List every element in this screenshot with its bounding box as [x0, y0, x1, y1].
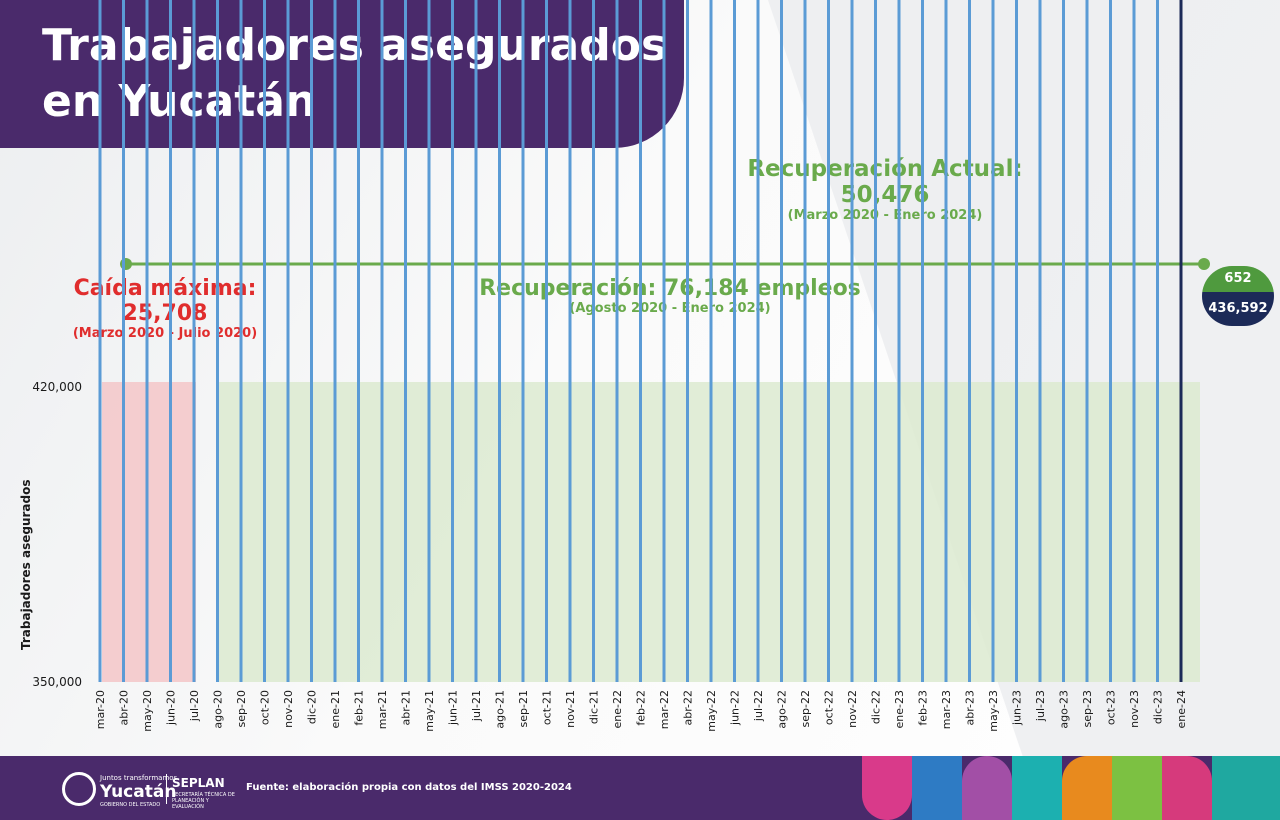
x-tick-label: mar-23: [940, 690, 953, 729]
x-tick-label: dic-23: [1152, 690, 1165, 724]
x-tick-label: ago-21: [494, 690, 507, 729]
max-drop-period: (Marzo 2020 - Julio 2020): [72, 326, 258, 341]
recovery-period: (Agosto 2020 - Enero 2024): [569, 301, 771, 316]
x-tick-label: jul-21: [470, 690, 483, 722]
x-tick-label: abr-21: [400, 690, 413, 726]
recovery-span-start-dot: [120, 258, 132, 270]
x-tick-label: feb-23: [917, 690, 930, 726]
x-tick-label: jun-21: [447, 690, 460, 726]
x-tick-label: ago-20: [212, 690, 225, 729]
max-drop-title: Caída máxima: 25,708: [73, 276, 257, 326]
x-tick-label: sep-21: [517, 690, 530, 727]
x-tick-label: sep-23: [1081, 690, 1094, 727]
max-drop-heading: Caída máxima: 25,708 (Marzo 2020 - Julio…: [30, 276, 300, 341]
x-tick-label: may-20: [141, 690, 154, 732]
x-tick-label: ene-22: [611, 690, 624, 728]
x-tick-label: may-21: [423, 690, 436, 732]
recovery-span-end-dot: [1198, 258, 1210, 270]
x-tick-label: sep-20: [235, 690, 248, 727]
x-tick-label: jun-22: [729, 690, 742, 726]
logo-subtitle: GOBIERNO DEL ESTADO: [100, 802, 161, 808]
agency-name: SEPLAN: [172, 776, 225, 790]
x-tick-label: ago-22: [776, 690, 789, 729]
x-tick-label: ene-21: [329, 690, 342, 728]
x-tick-label: sep-22: [799, 690, 812, 727]
max-drop-zone: [102, 382, 196, 682]
x-tick-label: may-22: [705, 690, 718, 732]
x-tick-label: nov-21: [564, 690, 577, 728]
latest-value-callout: 652 436,592: [1202, 266, 1274, 326]
yucatan-logo-icon: [62, 772, 96, 806]
current-recovery-heading: Recuperación Actual: 50,476 (Marzo 2020 …: [700, 156, 1070, 223]
recovery-title: Recuperación: 76,184 empleos: [479, 276, 861, 301]
x-tick-label: jul-23: [1034, 690, 1047, 722]
x-tick-label: dic-22: [870, 690, 883, 724]
x-tick-label: ago-23: [1058, 690, 1071, 729]
lollipop-chart: 350,000360,000370,000380,000390,000400,0…: [32, 0, 1210, 732]
x-tick-label: jul-20: [188, 690, 201, 722]
x-tick-label: nov-22: [846, 690, 859, 728]
source-note: Fuente: elaboración propia con datos del…: [246, 782, 572, 793]
x-tick-label: may-23: [987, 690, 1000, 732]
x-tick-label: feb-21: [353, 690, 366, 726]
logo-tagline: Juntos transformamos: [100, 774, 178, 782]
x-tick-label: mar-22: [658, 690, 671, 729]
x-tick-label: ene-24: [1175, 690, 1188, 728]
x-tick-label: oct-21: [541, 690, 554, 725]
x-tick-label: ene-23: [893, 690, 906, 728]
logo-name: Yucatán: [100, 782, 177, 802]
recovery-zone: [216, 382, 1200, 682]
x-tick-label: mar-20: [94, 690, 107, 729]
x-tick-label: oct-22: [823, 690, 836, 725]
x-tick-label: abr-22: [682, 690, 695, 726]
recovery-heading: Recuperación: 76,184 empleos (Agosto 202…: [470, 276, 870, 316]
x-tick-label: jun-23: [1011, 690, 1024, 726]
x-tick-label: oct-20: [259, 690, 272, 725]
y-tick-label: 420,000: [32, 380, 82, 394]
decorative-pattern: [862, 756, 1280, 820]
x-tick-label: dic-20: [306, 690, 319, 724]
x-tick-label: abr-23: [964, 690, 977, 726]
current-recovery-title: Recuperación Actual: 50,476: [747, 156, 1023, 208]
logo-divider: [166, 774, 167, 804]
x-tick-label: feb-22: [635, 690, 648, 726]
x-tick-label: mar-21: [376, 690, 389, 729]
y-tick-label: 350,000: [32, 675, 82, 689]
agency-subtitle: SECRETARÍA TÉCNICA DE PLANEACIÓN Y EVALU…: [172, 792, 235, 810]
x-tick-label: nov-20: [282, 690, 295, 728]
x-tick-label: abr-20: [118, 690, 131, 726]
x-tick-label: oct-23: [1105, 690, 1118, 725]
x-tick-label: jun-20: [165, 690, 178, 726]
x-tick-label: jul-22: [752, 690, 765, 722]
current-recovery-period: (Marzo 2020 - Enero 2024): [787, 208, 983, 223]
x-tick-label: nov-23: [1128, 690, 1141, 728]
x-tick-label: dic-21: [588, 690, 601, 724]
